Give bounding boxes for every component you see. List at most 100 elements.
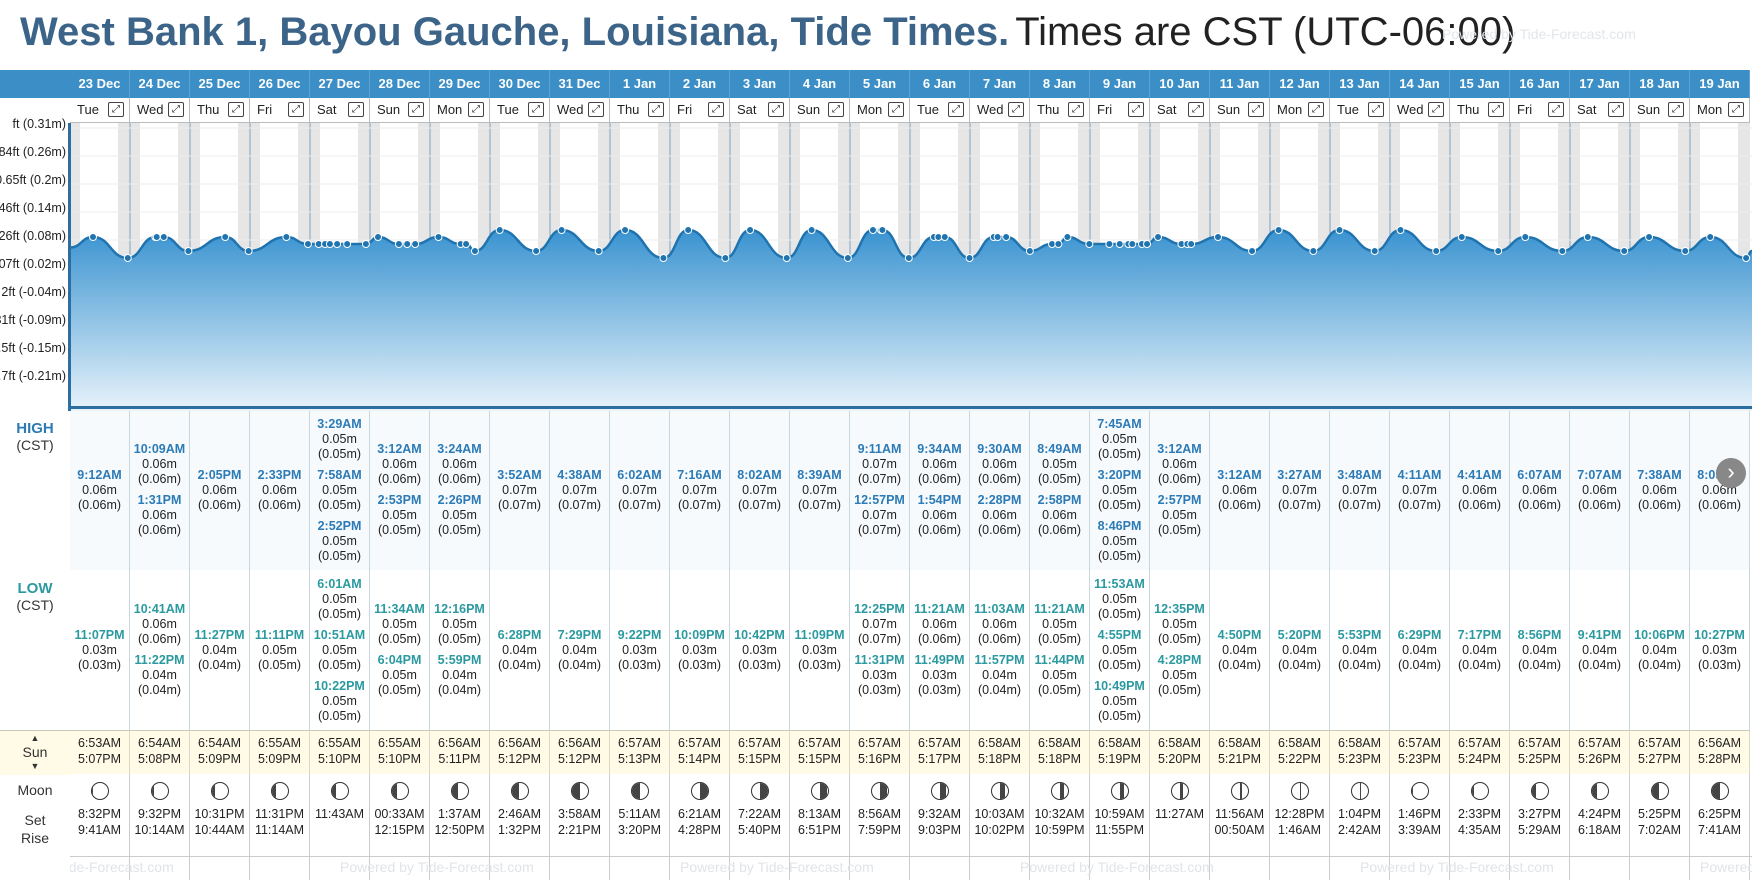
day-name: Fri (1097, 102, 1113, 117)
expand-icon[interactable]: ⤢ (768, 102, 784, 117)
expand-icon[interactable]: ⤢ (108, 102, 124, 117)
sunrise-time: 6:57AM (857, 736, 902, 750)
low-time: 11:49PM (914, 653, 965, 667)
sunrise-time: 6:56AM (437, 736, 482, 750)
expand-icon[interactable]: ⤢ (1128, 102, 1144, 117)
expand-icon[interactable]: ⤢ (1428, 102, 1444, 117)
date-header: 29 Dec (430, 70, 490, 98)
day-name: Fri (1517, 102, 1533, 117)
sun-cell: 6:57AM 5:15PM (790, 730, 850, 774)
high-height: 0.06m (922, 508, 957, 522)
low-tide: 12:25PM 0.07m (0.07m) (850, 602, 909, 647)
high-tide: 8:46PM 0.05m (0.05m) (1090, 519, 1149, 564)
day-column: 23 Dec Tue ⤢ 9:12AM 0.06m (0.06m) 11:07PM 0.03m… (70, 70, 130, 880)
low-time: 11:07PM (74, 627, 125, 642)
low-time: 6:28PM (497, 627, 542, 642)
y-axis-label: 26ft (0.08m) (0, 229, 66, 243)
moon-phase-icon (450, 782, 469, 800)
moonrise-time: 5:29AM (1517, 823, 1562, 837)
day-of-week: Fri ⤢ (1510, 98, 1570, 123)
high-tide: 7:07AM 0.06m (0.06m) (1570, 468, 1629, 513)
expand-icon[interactable]: ⤢ (348, 102, 364, 117)
sun-cell: 6:57AM 5:17PM (910, 730, 970, 774)
high-tides-cell: 2:33PM 0.06m (0.06m) (250, 410, 310, 570)
tide-table-grid[interactable]: 23 Dec Tue ⤢ 9:12AM 0.06m (0.06m) 11:07PM 0.03m… (70, 70, 1752, 880)
high-height: 0.06m (1162, 457, 1197, 471)
moonrise-time: 12:15PM (374, 823, 425, 837)
expand-icon[interactable]: ⤢ (1488, 102, 1504, 117)
expand-icon[interactable]: ⤢ (828, 102, 844, 117)
footer-watermark-text: Powered by Tide-Forecast.com (340, 859, 534, 875)
expand-icon[interactable]: ⤢ (1368, 102, 1384, 117)
low-tide-point (1143, 240, 1152, 248)
expand-icon[interactable]: ⤢ (708, 102, 724, 117)
expand-icon[interactable]: ⤢ (1068, 102, 1084, 117)
date-header: 25 Dec (190, 70, 250, 98)
high-tide: 1:31PM 0.06m (0.06m) (130, 493, 189, 538)
day-name: Thu (1037, 102, 1060, 117)
expand-icon[interactable]: ⤢ (888, 102, 904, 117)
expand-icon[interactable]: ⤢ (1308, 102, 1324, 117)
expand-icon[interactable]: ⤢ (1188, 102, 1204, 117)
low-time: 4:50PM (1217, 627, 1262, 642)
sunset-time: 5:22PM (1277, 752, 1322, 766)
moon-cell: 5:25PM 7:02AM (1630, 774, 1690, 880)
day-name: Mon (437, 102, 463, 117)
high-time: 7:58AM (317, 467, 362, 482)
expand-icon[interactable]: ⤢ (1548, 102, 1564, 117)
moon-cell: 11:27AM (1150, 774, 1210, 880)
low-height: 0.04m (1462, 642, 1497, 657)
day-of-week: Thu ⤢ (1450, 98, 1510, 123)
high-time: 10:09AM (133, 442, 186, 456)
expand-icon[interactable]: ⤢ (648, 102, 664, 117)
expand-icon[interactable]: ⤢ (468, 102, 484, 117)
low-tide-point (1128, 240, 1137, 248)
expand-icon[interactable]: ⤢ (588, 102, 604, 117)
expand-icon[interactable]: ⤢ (1608, 102, 1624, 117)
sun-label: Sun (22, 744, 48, 760)
high-height-alt: (0.06m) (197, 497, 242, 512)
moon-cell: 12:28PM 1:46AM (1270, 774, 1330, 880)
high-height-alt: (0.05m) (1097, 497, 1142, 512)
sun-cell: 6:57AM 5:14PM (670, 730, 730, 774)
low-tide: 11:27PM 0.04m (0.04m) (190, 628, 249, 673)
moon-phase-icon (570, 782, 589, 800)
high-height: 0.07m (682, 482, 717, 497)
low-height-alt: (0.03m) (737, 657, 782, 672)
expand-icon[interactable]: ⤢ (168, 102, 184, 117)
low-height-alt: (0.03m) (857, 683, 902, 697)
moon-cell: 10:03AM 10:02PM (970, 774, 1030, 880)
expand-icon[interactable]: ⤢ (1668, 102, 1684, 117)
day-name: Tue (497, 102, 519, 117)
sunset-time: 5:18PM (1037, 752, 1082, 766)
high-tides-cell: 3:29AM 0.05m (0.05m) 7:58AM 0.05m (0.05m) 2:52… (310, 410, 370, 570)
high-time: 8:39AM (797, 467, 842, 482)
high-height: 0.06m (82, 482, 117, 497)
high-height: 0.06m (982, 457, 1017, 471)
expand-icon[interactable]: ⤢ (1248, 102, 1264, 117)
expand-icon[interactable]: ⤢ (408, 102, 424, 117)
expand-icon[interactable]: ⤢ (288, 102, 304, 117)
scroll-right-button[interactable]: › (1716, 458, 1746, 488)
high-time: 1:31PM (137, 493, 182, 507)
day-name: Wed (1397, 102, 1424, 117)
low-tide: 11:44PM 0.05m (0.05m) (1030, 653, 1089, 698)
low-height-alt: (0.04m) (1277, 657, 1322, 672)
expand-icon[interactable]: ⤢ (228, 102, 244, 117)
sunrise-time: 6:56AM (497, 736, 542, 750)
high-tide-point (343, 240, 352, 248)
expand-icon[interactable]: ⤢ (948, 102, 964, 117)
low-height: 0.04m (982, 668, 1017, 682)
date-header: 26 Dec (250, 70, 310, 98)
day-column: 4 Jan Sun ⤢ 8:39AM 0.07m (0.07m) 11:09PM 0.03m(… (790, 70, 850, 880)
expand-icon[interactable]: ⤢ (1728, 102, 1744, 117)
y-axis-label: .7ft (-0.21m) (0, 369, 66, 383)
moon-phase-icon (1230, 782, 1249, 800)
expand-icon[interactable]: ⤢ (1008, 102, 1024, 117)
high-height-alt: (0.05m) (437, 523, 482, 537)
high-height-alt: (0.06m) (377, 472, 422, 486)
expand-icon[interactable]: ⤢ (528, 102, 544, 117)
low-height-alt: (0.04m) (1217, 657, 1262, 672)
date-header: 3 Jan (730, 70, 790, 98)
low-height-alt: (0.05m) (1097, 657, 1142, 672)
